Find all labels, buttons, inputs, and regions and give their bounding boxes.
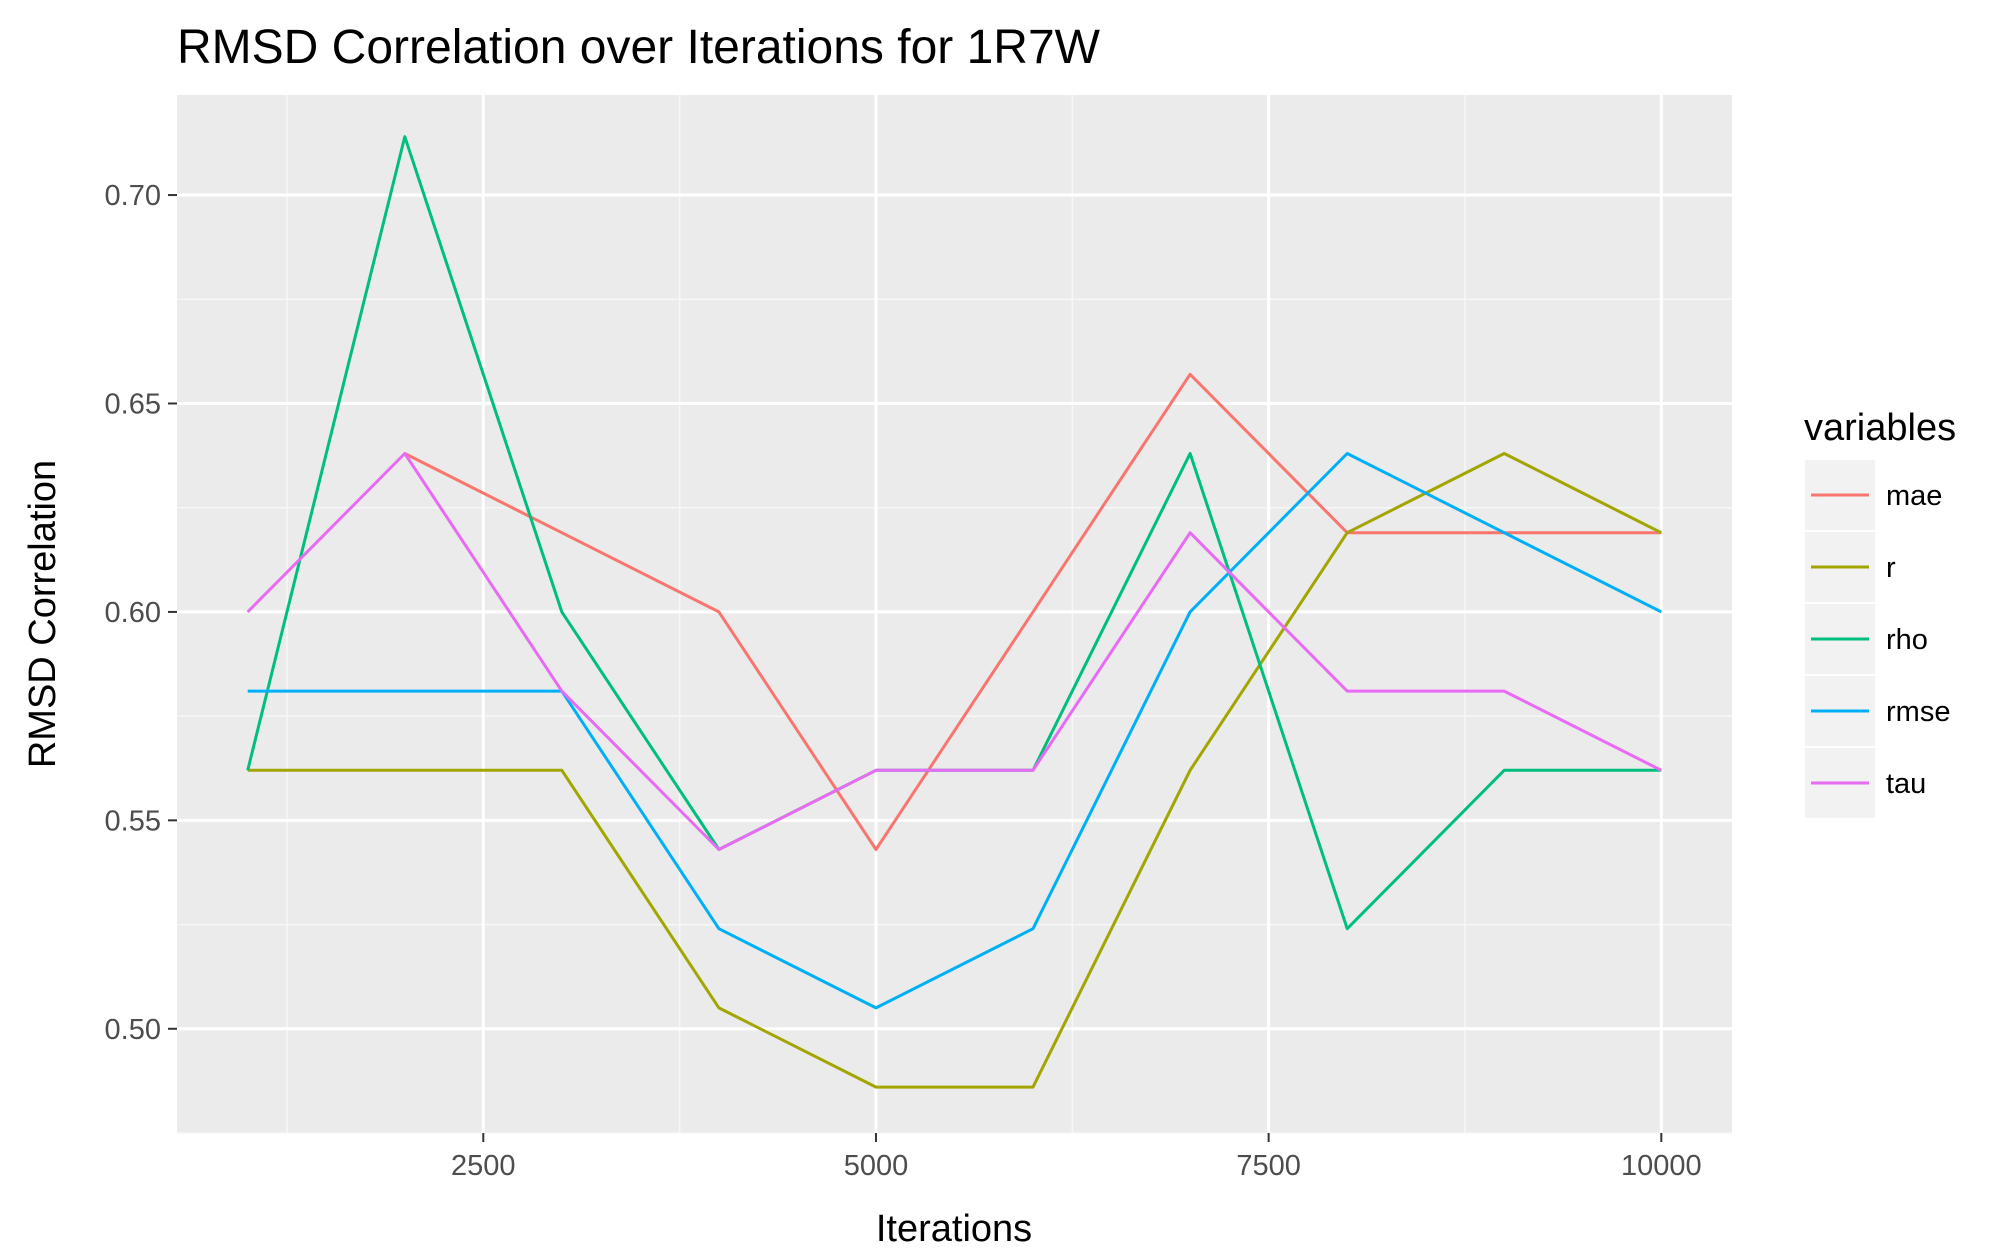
y-tick-label: 0.60 xyxy=(105,597,161,629)
legend-label-rmse: rmse xyxy=(1886,696,1950,728)
chart-title: RMSD Correlation over Iterations for 1R7… xyxy=(177,21,1101,74)
legend-label-r: r xyxy=(1886,552,1896,584)
legend-label-rho: rho xyxy=(1886,624,1928,656)
y-axis-title: RMSD Correlation xyxy=(22,460,64,768)
legend-items: mae r rho rmse tau xyxy=(1803,458,1950,820)
legend: variables mae r rho rmse tau xyxy=(1803,407,1956,820)
legend-title: variables xyxy=(1804,407,1956,449)
x-axis-ticks: 2500 5000 7500 10000 xyxy=(451,1133,1702,1182)
y-tick-label: 0.50 xyxy=(105,1014,161,1046)
x-tick-label: 5000 xyxy=(844,1150,909,1182)
series-lines xyxy=(246,135,1662,1089)
y-tick-label: 0.65 xyxy=(105,388,161,420)
legend-label-mae: mae xyxy=(1886,480,1942,512)
y-axis-ticks: 0.50 0.55 0.60 0.65 0.70 xyxy=(105,180,177,1046)
series-line-rmse xyxy=(247,452,1662,1010)
plot-panel xyxy=(177,95,1732,1133)
minor-gridlines xyxy=(177,95,1732,1134)
series-line-tau xyxy=(246,452,1662,851)
x-tick-label: 2500 xyxy=(451,1150,516,1182)
y-tick-label: 0.70 xyxy=(105,180,161,212)
y-tick-label: 0.55 xyxy=(105,805,161,837)
series-line-mae xyxy=(404,372,1662,851)
x-tick-label: 10000 xyxy=(1621,1150,1702,1182)
x-tick-label: 7500 xyxy=(1236,1150,1301,1182)
x-axis-title: Iterations xyxy=(876,1208,1032,1248)
legend-label-tau: tau xyxy=(1886,768,1926,800)
major-gridlines xyxy=(177,95,1732,1133)
